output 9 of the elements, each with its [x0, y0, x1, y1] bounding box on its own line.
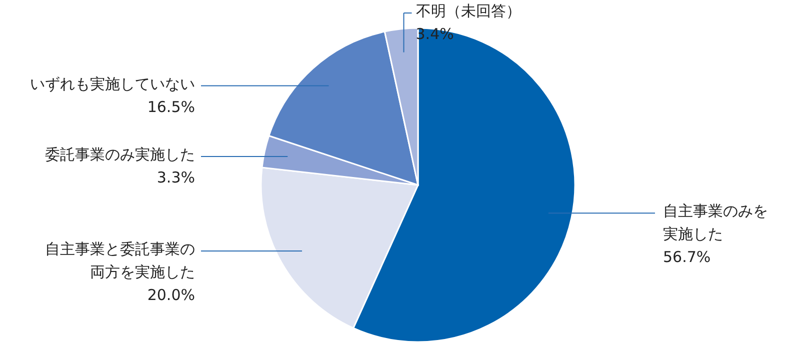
- data-label: 20.0%: [147, 286, 195, 304]
- data-label: 56.7%: [663, 248, 711, 266]
- data-label: 16.5%: [147, 98, 195, 116]
- slice-label: 自主事業のみを実施した: [663, 202, 768, 244]
- data-label: 3.3%: [156, 168, 195, 186]
- slice-label: 自主事業と委託事業の両方を実施した: [45, 240, 195, 281]
- slice-label: 委託事業のみ実施した: [45, 145, 195, 164]
- slice-label: 不明（未回答）: [416, 2, 521, 20]
- slice-label: いずれも実施していない: [30, 74, 195, 93]
